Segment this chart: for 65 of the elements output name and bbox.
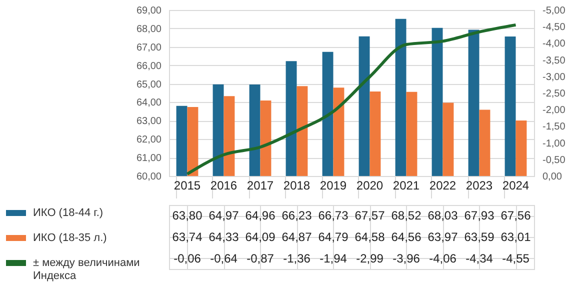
y2-tick-label: -4,50 — [542, 22, 566, 34]
y-tick-label: 63,00 — [136, 116, 162, 128]
data-label: 64,58 — [354, 230, 386, 244]
x-tick-label: 2019 — [320, 178, 347, 192]
data-label: 66,73 — [318, 208, 349, 223]
y2-tick-label: -2,00 — [542, 105, 566, 116]
x-tick-label: 2024 — [502, 178, 530, 192]
data-label: -0,87 — [246, 251, 274, 266]
x-tick-label: 2023 — [466, 178, 493, 192]
legend-label: ИКО (18-44 г.) — [33, 207, 104, 219]
x-tick-label: 2018 — [283, 178, 310, 192]
data-label: 64,87 — [282, 230, 312, 244]
y-tick-label: 64,00 — [136, 98, 162, 109]
x-tick-label: 2022 — [429, 178, 456, 192]
y-tick-label: 66,00 — [136, 60, 162, 72]
data-label: 64,56 — [391, 230, 422, 244]
data-label: -3,96 — [392, 251, 420, 266]
data-label: 68,52 — [391, 208, 422, 223]
y-tick-label: 61,00 — [136, 153, 162, 164]
y-tick-label: 67,00 — [136, 42, 162, 54]
data-label: 63,74 — [172, 230, 203, 244]
data-label: -1,94 — [320, 251, 348, 266]
data-label: -4,06 — [429, 251, 457, 266]
data-label: 63,59 — [464, 230, 495, 244]
data-label: 67,93 — [464, 208, 495, 223]
y2-tick-label: -3,50 — [542, 55, 566, 66]
y-tick-label: 60,00 — [136, 172, 162, 182]
x-tick-label: 2017 — [246, 178, 274, 192]
y2-tick-label: -5,00 — [542, 6, 566, 16]
y2-tick-label: -1,00 — [542, 138, 566, 150]
data-label: 64,79 — [318, 230, 349, 244]
data-label: 63,01 — [500, 230, 532, 244]
data-label: 64,97 — [208, 208, 240, 223]
legend-label: ± между величинами Индекса — [33, 257, 140, 282]
x-tick-label: 2021 — [392, 178, 420, 192]
y2-tick-label: 0,00 — [542, 172, 562, 182]
data-label: -1,36 — [283, 251, 311, 266]
data-label: 66,23 — [282, 208, 312, 223]
y-tick-label: 65,00 — [136, 79, 162, 90]
legend-label: ИКО (18-35 л.) — [33, 232, 107, 244]
data-label: -0,06 — [174, 251, 202, 266]
y-tick-label: 69,00 — [136, 6, 162, 16]
data-label: -4,34 — [466, 251, 494, 266]
data-label: 64,96 — [245, 208, 276, 223]
data-label: 68,03 — [428, 208, 458, 223]
y2-tick-label: -0,50 — [542, 154, 566, 166]
data-label: 64,33 — [208, 230, 240, 244]
data-label: -2,99 — [356, 251, 384, 266]
y-tick-label: 62,00 — [136, 134, 162, 146]
data-label: 67,57 — [354, 208, 386, 223]
y2-tick-label: -3,00 — [542, 72, 566, 83]
data-label: 64,09 — [245, 230, 276, 244]
line-series — [186, 23, 518, 176]
y-tick-label: 68,00 — [136, 24, 162, 35]
x-tick-label: 2016 — [210, 178, 238, 192]
y2-tick-label: -1,50 — [542, 122, 566, 133]
y2-tick-label: -4,00 — [542, 38, 566, 50]
data-label: -4,55 — [502, 251, 530, 266]
data-label: -0,64 — [210, 251, 238, 266]
data-label: 67,56 — [500, 208, 532, 223]
x-tick-label: 2020 — [356, 178, 384, 192]
x-tick-label: 2015 — [174, 178, 201, 192]
y2-tick-label: -2,50 — [542, 88, 566, 100]
data-label: 63,97 — [428, 230, 458, 244]
data-label: 63,80 — [172, 208, 203, 223]
